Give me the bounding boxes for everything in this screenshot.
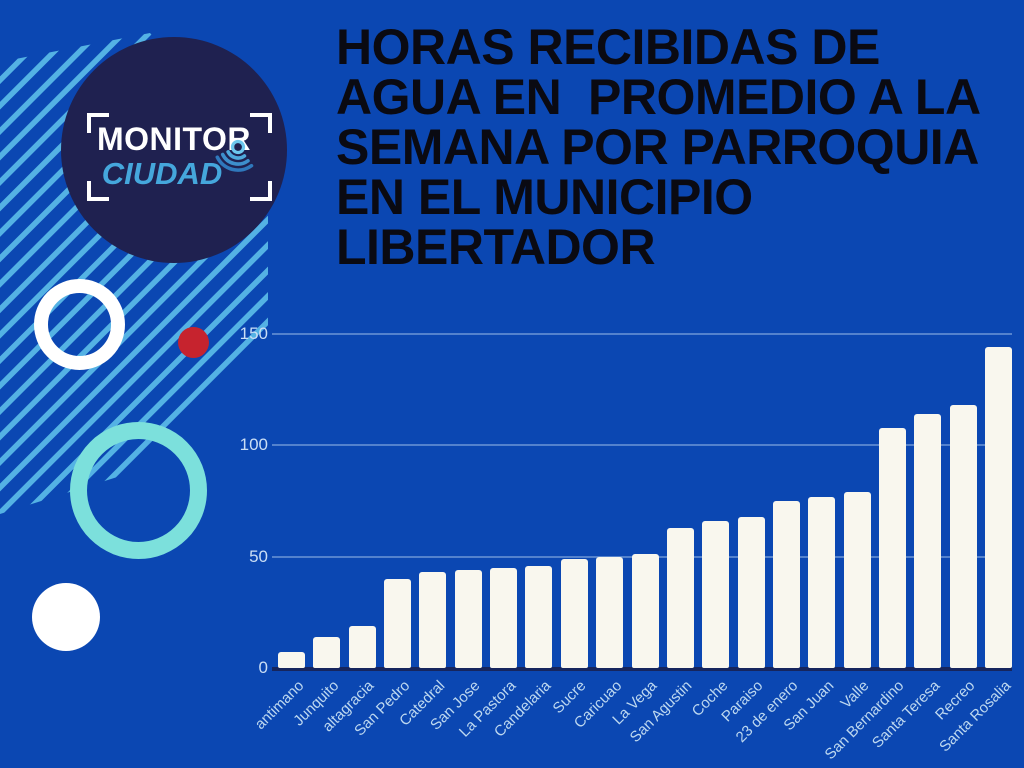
y-axis-tick-label: 100: [239, 435, 268, 455]
bar: [878, 427, 906, 668]
logo-wordmark-monitor: MONITOR: [96, 121, 251, 157]
bar: [313, 636, 341, 668]
bar: [384, 578, 412, 668]
bar: [772, 501, 800, 668]
gridline: [272, 333, 1012, 335]
bar: [985, 347, 1012, 668]
bar: [631, 554, 659, 668]
bar: [914, 414, 942, 668]
title-line: HORAS RECIBIDAS DE: [336, 19, 880, 75]
gridline: [272, 444, 1012, 447]
bar: [702, 521, 730, 668]
bracket-corner-icon: [87, 181, 109, 201]
bar: [348, 625, 376, 668]
bar: [843, 492, 871, 668]
y-axis-tick-label: 50: [249, 546, 268, 566]
red-dot-decoration: [178, 327, 209, 358]
y-axis-tick-label: 150: [239, 324, 268, 343]
y-axis-tick-label: 0: [258, 658, 268, 677]
page-title: HORAS RECIBIDAS DE AGUA EN PROMEDIO A LA…: [336, 22, 1024, 272]
title-line: AGUA EN PROMEDIO A LA: [336, 69, 981, 125]
bracket-corner-icon: [250, 113, 272, 133]
bracket-corner-icon: [250, 181, 272, 201]
bar: [525, 565, 553, 668]
bar: [560, 558, 588, 668]
bracket-corner-icon: [87, 113, 109, 133]
x-axis-line: [272, 667, 1012, 671]
bar: [808, 496, 836, 668]
bar: [666, 527, 694, 668]
title-line: SEMANA POR PARROQUIA: [336, 119, 979, 175]
bar: [490, 567, 518, 668]
title-line: EN EL MUNICIPIO: [336, 169, 753, 225]
bar: [596, 556, 624, 668]
bar: [737, 516, 765, 668]
bar: [454, 570, 482, 668]
bar: [949, 405, 977, 668]
monitor-ciudad-logo: MONITOR CIUDAD: [61, 37, 287, 263]
bar: [419, 572, 447, 668]
white-circle-decoration: [32, 583, 100, 651]
signal-arcs-icon: [215, 139, 254, 172]
logo-wordmark-ciudad: CIUDAD: [101, 156, 223, 191]
title-line: LIBERTADOR: [336, 219, 656, 275]
bar: [278, 652, 305, 668]
